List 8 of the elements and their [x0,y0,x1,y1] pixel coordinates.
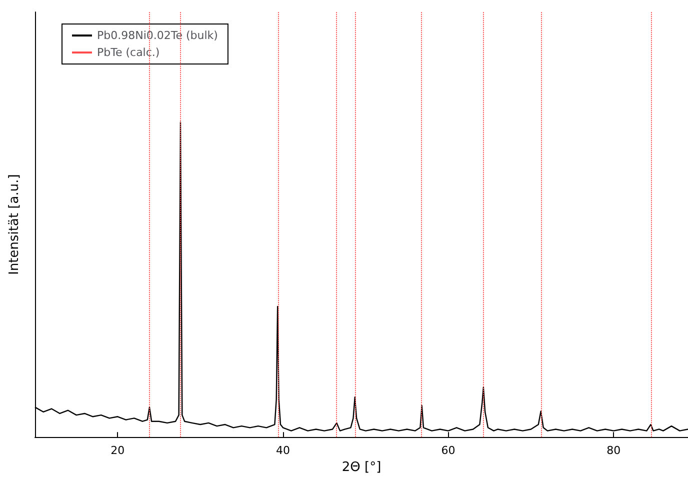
legend-label: PbTe (calc.) [97,46,160,59]
x-tick-label: 40 [276,444,290,458]
x-tick-label: 80 [606,444,621,458]
y-axis-title: Intensität [a.u.] [7,174,22,275]
x-tick-label: 20 [110,444,125,458]
x-axis-title: 2Θ [°] [342,460,382,475]
x-tick-label: 60 [441,444,456,458]
legend-label: Pb0.98Ni0.02Te (bulk) [97,29,218,42]
